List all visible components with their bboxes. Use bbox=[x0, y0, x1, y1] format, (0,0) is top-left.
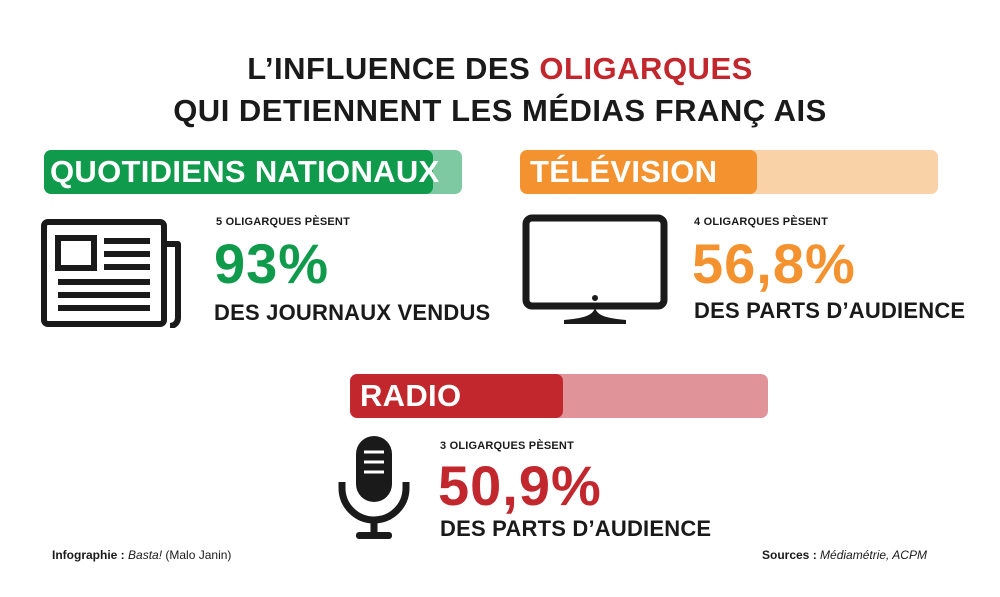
bar-press-label: QUOTIDIENS NATIONAUX bbox=[50, 154, 440, 189]
radio-note: 3 OLIGARQUES PÈSENT bbox=[440, 440, 574, 452]
radio-value: 50,9% bbox=[438, 454, 602, 517]
press-description: DES JOURNAUX VENDUS bbox=[214, 300, 491, 325]
bar-press: QUOTIDIENS NATIONAUX bbox=[44, 150, 462, 194]
bar-press-fill bbox=[44, 150, 433, 194]
microphone-icon bbox=[338, 436, 410, 539]
page-subtitle: QUI DETIENNENT LES MÉDIAS FRANÇ AIS bbox=[173, 93, 827, 128]
press-value: 93% bbox=[214, 232, 330, 295]
bar-tv-fill bbox=[520, 150, 758, 194]
footer-credit-source: Basta! bbox=[128, 548, 163, 562]
newspaper-icon bbox=[41, 219, 181, 328]
press-note: 5 OLIGARQUES PÈSENT bbox=[216, 216, 350, 228]
bar-radio-label: RADIO bbox=[360, 378, 462, 413]
radio-description: DES PARTS D’AUDIENCE bbox=[440, 516, 712, 541]
television-icon bbox=[522, 214, 668, 324]
footer-sources-label: Sources : bbox=[762, 548, 817, 562]
bar-tv-label: TÉLÉVISION bbox=[530, 154, 718, 189]
tv-description: DES PARTS D’AUDIENCE bbox=[694, 298, 966, 323]
footer-credit-author: (Malo Janin) bbox=[165, 548, 232, 562]
page-title: L’INFLUENCE DES OLIGARQUES bbox=[0, 50, 1000, 88]
footer-sources: Sources : Médiamétrie, ACPM bbox=[762, 548, 927, 562]
bar-tv: TÉLÉVISION bbox=[520, 150, 938, 194]
tv-value: 56,8% bbox=[692, 232, 856, 295]
tv-note: 4 OLIGARQUES PÈSENT bbox=[694, 216, 828, 228]
footer-sources-value: Médiamétrie, ACPM bbox=[820, 548, 927, 562]
bar-radio: RADIO bbox=[350, 374, 768, 418]
bar-radio-fill bbox=[350, 374, 563, 418]
footer-credit: Infographie : Basta! (Malo Janin) bbox=[52, 548, 231, 562]
title-highlight: OLIGARQUES bbox=[539, 51, 753, 86]
title-prefix: L’INFLUENCE DES bbox=[247, 51, 540, 86]
footer-credit-label: Infographie : bbox=[52, 548, 125, 562]
